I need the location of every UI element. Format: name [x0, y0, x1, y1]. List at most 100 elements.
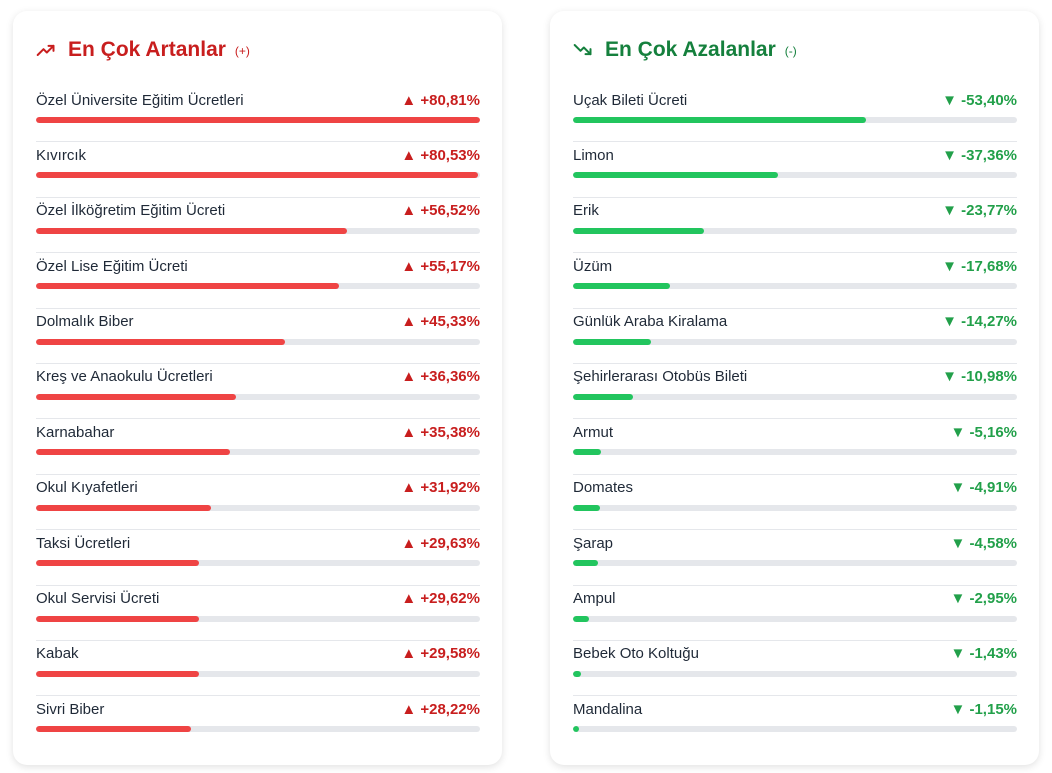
item-line: Mandalina ▼ -1,15% — [573, 699, 1017, 719]
list-item: Limon ▼ -37,36% — [573, 142, 1017, 198]
section-title: En Çok Azalanlar — [605, 38, 776, 61]
progress-fill — [36, 504, 212, 511]
list-item: Şarap ▼ -4,58% — [573, 530, 1017, 586]
progress-fill — [36, 283, 340, 290]
item-change: ▲ +80,81% — [401, 91, 480, 109]
item-change: ▼ -4,58% — [950, 534, 1017, 552]
item-name: Karnabahar — [36, 423, 115, 441]
progress-track — [573, 227, 1017, 234]
item-name: Dolmalık Biber — [36, 313, 134, 331]
item-line: Uçak Bileti Ücreti ▼ -53,40% — [573, 90, 1017, 110]
list-item: Bebek Oto Koltuğu ▼ -1,43% — [573, 641, 1017, 697]
item-line: Okul Kıyafetleri ▲ +31,92% — [36, 478, 480, 498]
progress-fill — [573, 338, 652, 345]
item-line: Üzüm ▼ -17,68% — [573, 256, 1017, 276]
progress-track — [36, 726, 480, 733]
item-name: Bebek Oto Koltuğu — [573, 645, 699, 663]
progress-track — [573, 615, 1017, 622]
item-name: Şehirlerarası Otobüs Bileti — [573, 368, 748, 386]
item-line: Erik ▼ -23,77% — [573, 201, 1017, 221]
progress-fill — [36, 227, 347, 234]
item-change: ▲ +55,17% — [401, 257, 480, 275]
item-line: Kıvırcık ▲ +80,53% — [36, 145, 480, 165]
progress-track — [573, 117, 1017, 123]
item-name: Limon — [573, 146, 614, 164]
progress-fill — [36, 449, 231, 456]
list-item: Özel Lise Eğitim Ücreti ▲ +55,17% — [36, 253, 480, 309]
item-change: ▼ -14,27% — [942, 313, 1017, 331]
item-line: Karnabahar ▲ +35,38% — [36, 422, 480, 442]
trending-down-icon — [573, 44, 592, 56]
item-name: Erik — [573, 202, 599, 220]
list-item: Özel İlköğretim Eğitim Ücreti ▲ +56,52% — [36, 198, 480, 254]
item-line: Şehirlerarası Otobüs Bileti ▼ -10,98% — [573, 367, 1017, 387]
list-item: Karnabahar ▲ +35,38% — [36, 419, 480, 475]
progress-fill — [573, 449, 602, 456]
item-change: ▲ +29,58% — [401, 645, 480, 663]
item-name: Mandalina — [573, 700, 643, 718]
list-item: Kabak ▲ +29,58% — [36, 641, 480, 697]
item-line: Limon ▼ -37,36% — [573, 145, 1017, 165]
list-item: Kıvırcık ▲ +80,53% — [36, 142, 480, 198]
progress-fill — [36, 172, 479, 179]
progress-track — [573, 670, 1017, 677]
item-change: ▲ +36,36% — [401, 368, 480, 386]
item-name: Özel Üniversite Eğitim Ücretleri — [36, 91, 244, 109]
list-item: Ampul ▼ -2,95% — [573, 586, 1017, 641]
progress-track — [36, 449, 480, 456]
progress-track — [36, 504, 480, 511]
progress-fill — [573, 393, 634, 400]
progress-track — [36, 615, 480, 622]
item-name: Okul Servisi Ücreti — [36, 590, 160, 608]
item-change: ▼ -53,40% — [942, 91, 1017, 109]
item-name: Kreş ve Anaokulu Ücretleri — [36, 368, 213, 386]
progress-fill — [573, 172, 779, 179]
section-sign: (-) — [784, 44, 797, 58]
section-sign: (+) — [234, 44, 250, 58]
item-name: Kabak — [36, 645, 79, 663]
item-change: ▲ +28,22% — [401, 700, 480, 718]
item-change: ▼ -2,95% — [950, 590, 1017, 608]
progress-track — [573, 726, 1017, 733]
progress-track — [573, 393, 1017, 400]
item-name: Armut — [573, 423, 614, 441]
item-name: Şarap — [573, 534, 614, 552]
item-change: ▲ +31,92% — [401, 479, 480, 497]
list-item: Sivri Biber ▲ +28,22% — [36, 696, 480, 751]
trending-up-icon — [36, 44, 55, 56]
progress-fill — [573, 670, 581, 677]
item-name: Okul Kıyafetleri — [36, 479, 138, 497]
item-change: ▲ +45,33% — [401, 313, 480, 331]
list-item: Erik ▼ -23,77% — [573, 198, 1017, 254]
item-line: Sivri Biber ▲ +28,22% — [36, 699, 480, 719]
increasing-header: En Çok Artanlar (+) — [36, 11, 480, 87]
item-name: Özel Lise Eğitim Ücreti — [36, 257, 188, 275]
progress-fill — [573, 560, 599, 567]
item-line: Okul Servisi Ücreti ▲ +29,62% — [36, 589, 480, 609]
item-line: Bebek Oto Koltuğu ▼ -1,43% — [573, 644, 1017, 664]
item-change: ▼ -1,15% — [950, 700, 1017, 718]
item-change: ▼ -1,43% — [950, 645, 1017, 663]
item-name: Üzüm — [573, 257, 613, 275]
list-item: Üzüm ▼ -17,68% — [573, 253, 1017, 309]
list-item: Dolmalık Biber ▲ +45,33% — [36, 309, 480, 364]
progress-track — [36, 227, 480, 234]
item-name: Uçak Bileti Ücreti — [573, 91, 688, 109]
list-item: Uçak Bileti Ücreti ▼ -53,40% — [573, 87, 1017, 143]
item-line: Domates ▼ -4,91% — [573, 478, 1017, 498]
progress-fill — [36, 615, 199, 622]
progress-fill — [36, 117, 480, 123]
list-item: Domates ▼ -4,91% — [573, 475, 1017, 531]
item-change: ▲ +80,53% — [401, 146, 480, 164]
list-item: Taksi Ücretleri ▲ +29,63% — [36, 530, 480, 586]
item-line: Kabak ▲ +29,58% — [36, 644, 480, 664]
item-change: ▼ -10,98% — [942, 368, 1017, 386]
item-line: Günlük Araba Kiralama ▼ -14,27% — [573, 312, 1017, 332]
progress-track — [573, 172, 1017, 179]
progress-fill — [573, 117, 867, 123]
progress-track — [36, 172, 480, 179]
progress-track — [36, 283, 480, 290]
item-change: ▼ -5,16% — [950, 423, 1017, 441]
item-change: ▼ -17,68% — [942, 257, 1017, 275]
item-change: ▲ +29,62% — [401, 590, 480, 608]
